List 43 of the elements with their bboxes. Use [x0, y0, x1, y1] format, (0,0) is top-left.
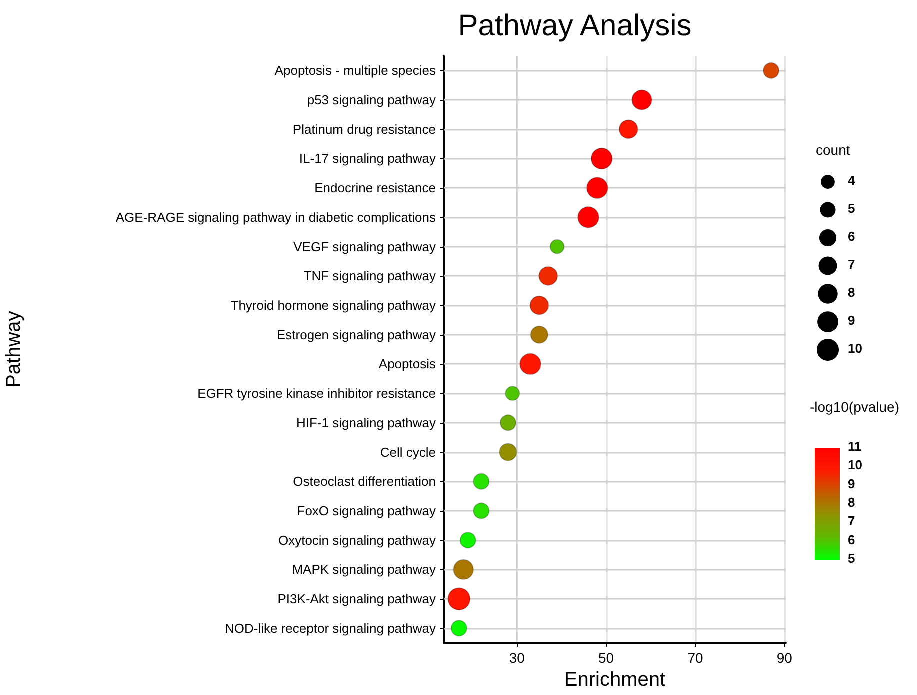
legend-label: 5 — [848, 201, 856, 216]
y-tick-label: TNF signaling pathway — [304, 268, 436, 284]
y-tick-label: PI3K-Akt signaling pathway — [278, 592, 436, 607]
color-bar-label: 5 — [848, 551, 856, 566]
y-tick-label: HIF-1 signaling pathway — [296, 415, 436, 430]
y-tick-label: MAPK signaling pathway — [292, 562, 436, 578]
x-tick-label: 30 — [509, 650, 526, 666]
legend-label: 9 — [848, 313, 856, 328]
y-tick-label: NOD-like receptor signaling pathway — [225, 620, 436, 636]
legend-label: 6 — [848, 229, 856, 244]
y-tick-label: FoxO signaling pathway — [297, 504, 436, 519]
chart-title: Pathway Analysis — [458, 10, 692, 42]
y-tick-label: Estrogen signaling pathway — [277, 327, 436, 342]
color-bar-label: 6 — [848, 532, 856, 548]
legend-label: 8 — [848, 285, 856, 300]
x-axis-title: Enrichment — [564, 669, 666, 691]
legend-label: 10 — [848, 341, 862, 356]
legend-title: count — [816, 142, 850, 158]
y-tick-label: IL-17 signaling pathway — [299, 151, 436, 166]
y-tick-label: EGFR tyrosine kinase inhibitor resistance — [198, 386, 436, 402]
legend-label: 7 — [848, 257, 856, 272]
x-tick-label: 90 — [776, 650, 793, 666]
y-tick-label: Platinum drug resistance — [292, 122, 436, 137]
color-bar-label: 10 — [848, 458, 862, 473]
y-tick-label: AGE-RAGE signaling pathway in diabetic complications — [116, 210, 436, 225]
y-tick-label: VEGF signaling pathway — [294, 239, 436, 254]
y-tick-label: Oxytocin signaling pathway — [278, 532, 436, 548]
y-tick-label: Apoptosis — [378, 356, 436, 372]
y-tick-label: Osteoclast differentiation — [293, 474, 436, 490]
color-bar-label: 8 — [848, 495, 856, 510]
y-axis-title: Pathway — [3, 311, 25, 388]
y-tick-label: Endocrine resistance — [314, 180, 436, 196]
color-bar-label: 11 — [848, 439, 862, 454]
y-tick-label: Cell cycle — [380, 444, 436, 460]
y-tick-label: Thyroid hormone signaling pathway — [230, 298, 436, 314]
y-tick-label: p53 signaling pathway — [307, 92, 436, 108]
y-tick-label: Apoptosis - multiple species — [274, 63, 436, 78]
x-tick-label: 50 — [598, 650, 614, 666]
color-bar-title: -log10(pvalue) — [810, 399, 900, 415]
x-tick-label: 70 — [688, 650, 704, 666]
color-bar-label: 7 — [848, 514, 856, 529]
color-bar-label: 9 — [848, 476, 856, 492]
legend-label: 4 — [848, 173, 856, 188]
